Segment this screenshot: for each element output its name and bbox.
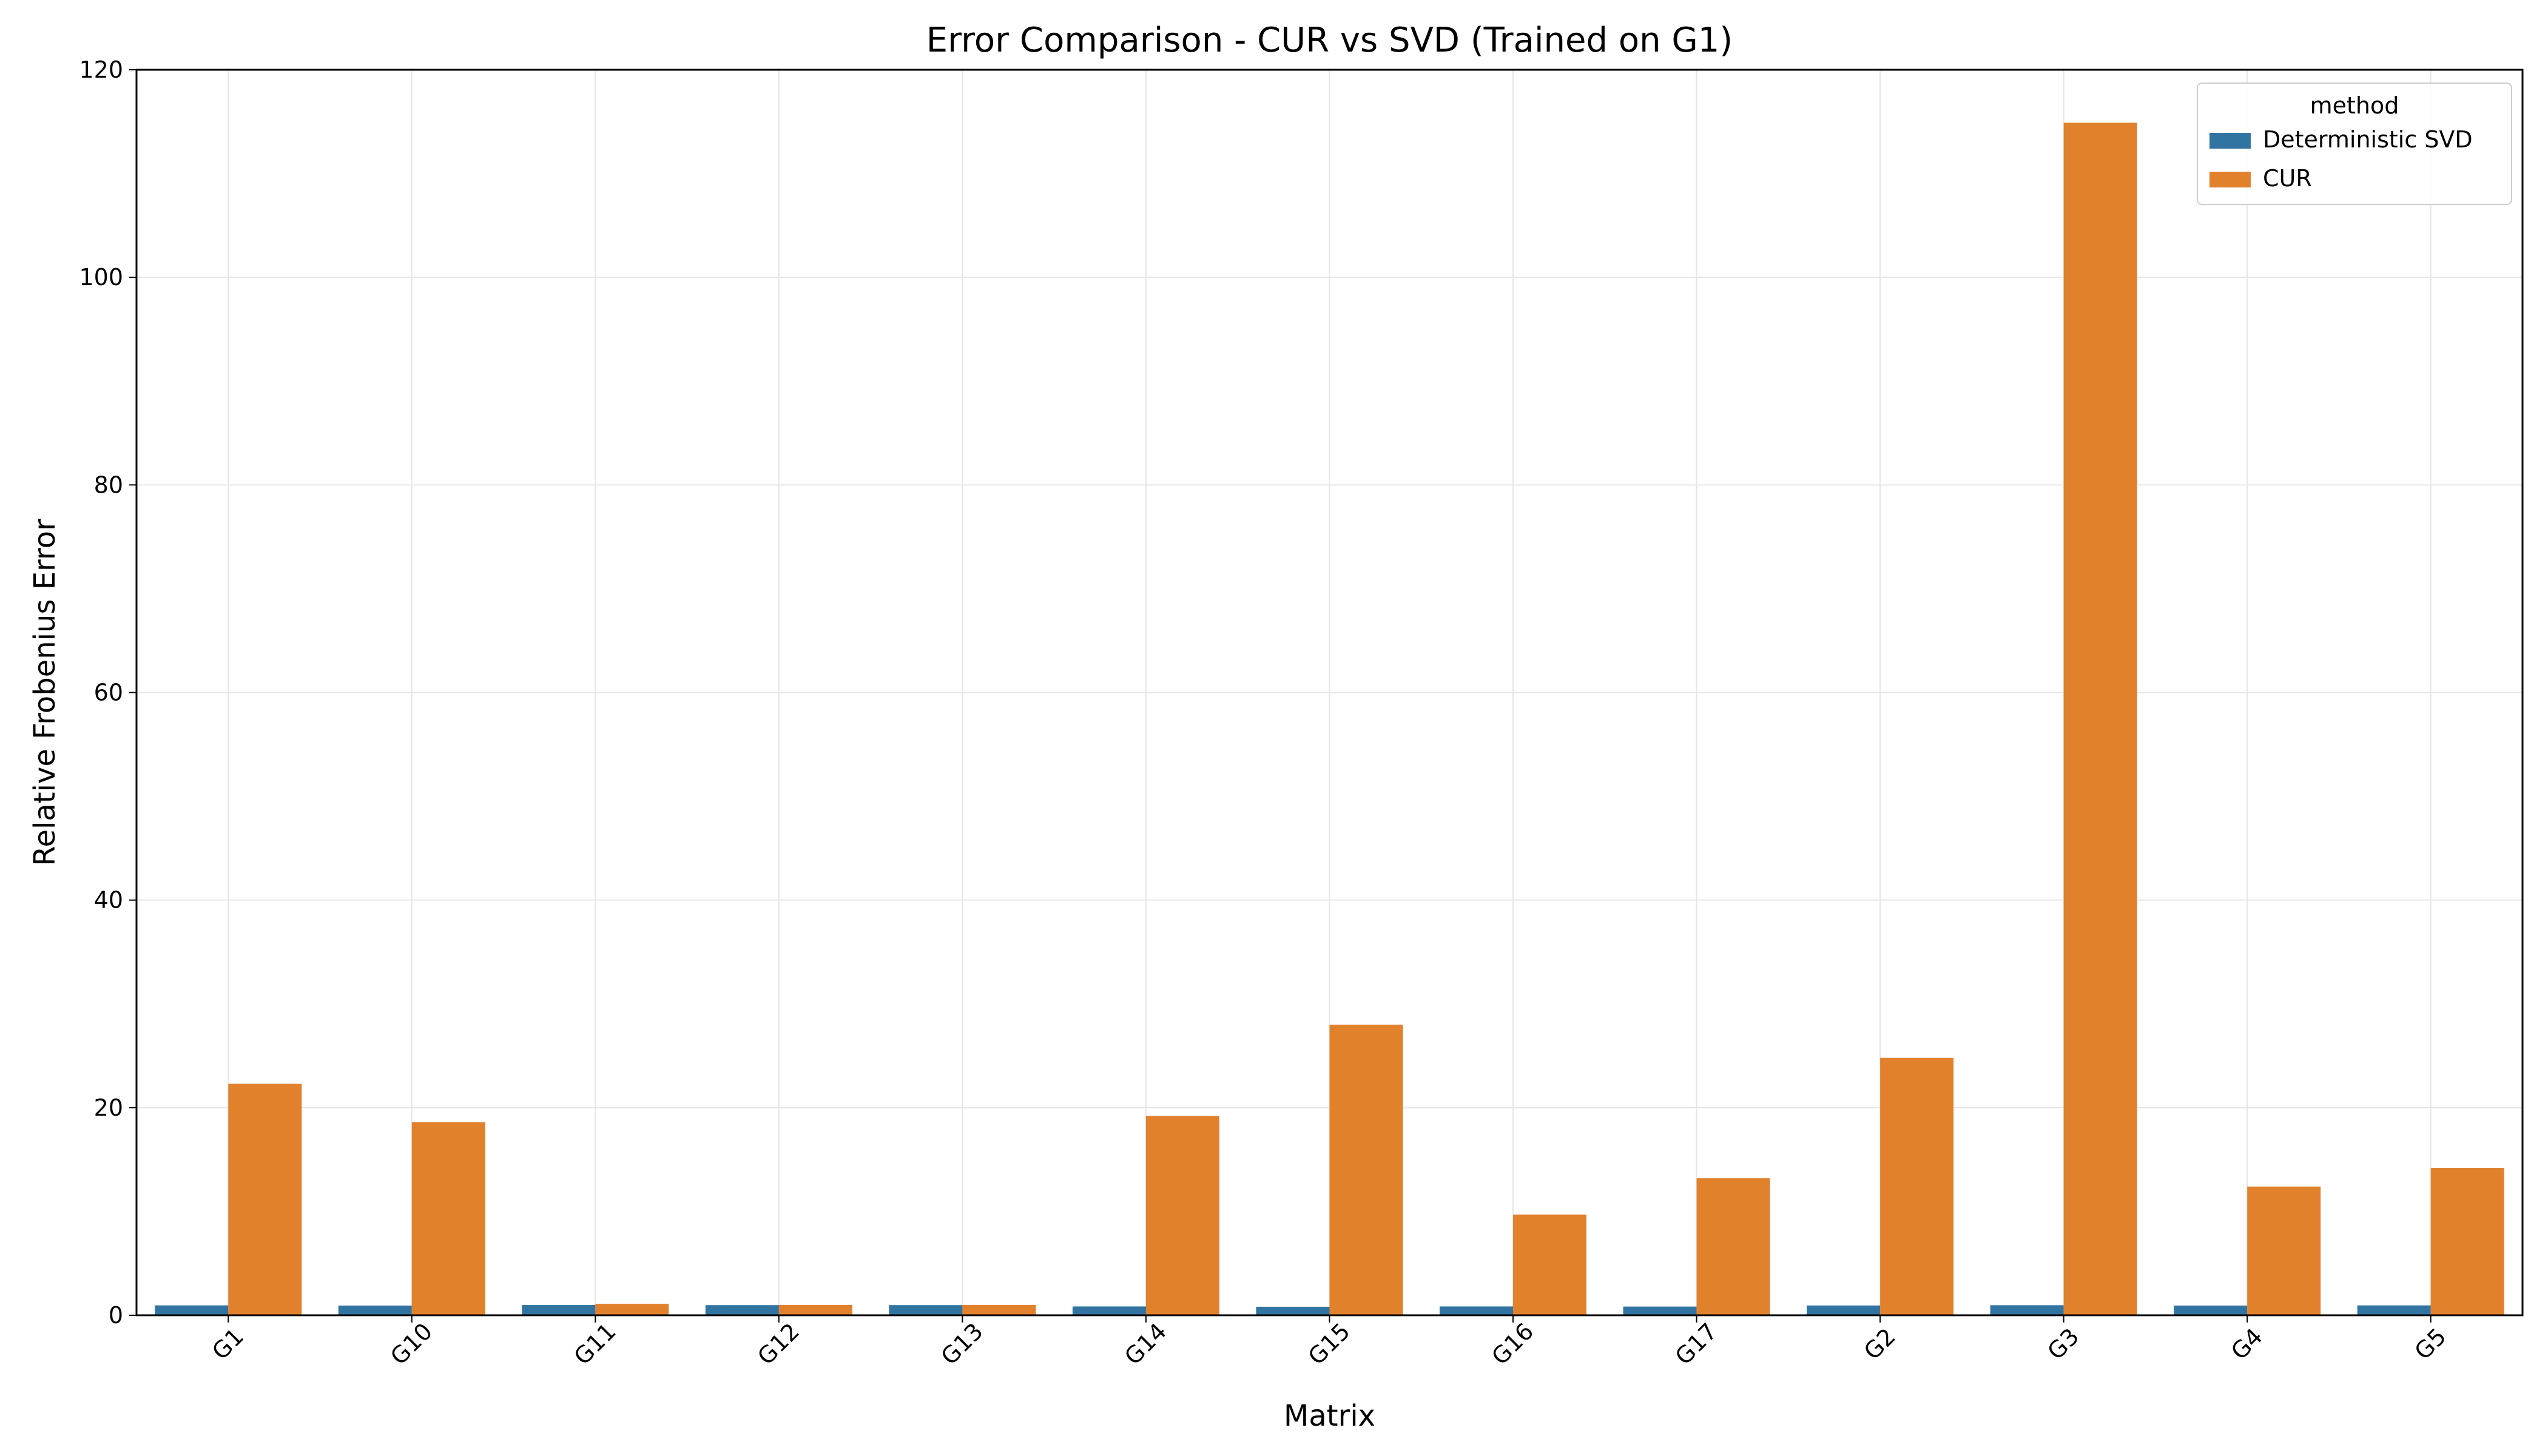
- legend-swatch: [2209, 172, 2251, 187]
- x-tick-label: G3: [2042, 1323, 2084, 1365]
- bar-deterministic-svd-g17: [1623, 1306, 1697, 1315]
- bar-deterministic-svd-g1: [155, 1305, 229, 1315]
- x-tick-label: G2: [1859, 1323, 1901, 1365]
- bar-cur-g10: [411, 1122, 485, 1315]
- legend-swatch: [2209, 133, 2251, 149]
- x-tick-label: G17: [1670, 1318, 1722, 1370]
- x-tick-label: G15: [1303, 1318, 1355, 1370]
- y-tick-label: 60: [94, 679, 123, 706]
- y-tick-label: 0: [109, 1302, 123, 1329]
- bar-cur-g17: [1696, 1178, 1770, 1315]
- bar-cur-g11: [595, 1304, 669, 1315]
- x-tick-label: G5: [2410, 1323, 2452, 1365]
- bar-deterministic-svd-g3: [1990, 1305, 2064, 1315]
- x-tick-label: G14: [1119, 1318, 1171, 1370]
- legend-label: CUR: [2263, 165, 2312, 192]
- bar-deterministic-svd-g12: [705, 1305, 779, 1315]
- legend-items: Deterministic SVD CUR: [2209, 126, 2473, 192]
- x-tick-label: G4: [2226, 1323, 2268, 1365]
- bar-cur-g3: [2063, 123, 2137, 1316]
- bar-cur-g2: [1880, 1057, 1954, 1315]
- bar-deterministic-svd-g11: [522, 1305, 596, 1315]
- bar-deterministic-svd-g14: [1072, 1306, 1146, 1315]
- x-tick-label: G11: [569, 1318, 621, 1370]
- x-tick-label: G12: [752, 1318, 804, 1370]
- y-tick-label: 120: [79, 56, 123, 83]
- x-axis-ticks: G1 G10 G11 G12 G13 G14 G15 G16 G17 G2 G3 G4 G5: [207, 1315, 2452, 1370]
- y-axis-title: Relative Frobenius Error: [28, 519, 62, 866]
- x-tick-label: G16: [1486, 1318, 1539, 1370]
- bar-deterministic-svd-g13: [889, 1305, 963, 1315]
- legend-title: method: [2310, 92, 2399, 119]
- y-tick-label: 100: [79, 264, 123, 291]
- x-tick-label: G1: [207, 1323, 249, 1365]
- bar-cur-g13: [962, 1304, 1036, 1315]
- bar-deterministic-svd-g10: [338, 1306, 412, 1315]
- x-tick-label: G13: [936, 1318, 988, 1370]
- bar-cur-g14: [1145, 1116, 1219, 1315]
- bar-cur-g4: [2247, 1186, 2321, 1315]
- y-tick-label: 80: [94, 471, 123, 498]
- legend: method Deterministic SVD CUR: [2197, 83, 2512, 205]
- x-tick-label: G10: [385, 1318, 437, 1370]
- x-axis-title: Matrix: [1284, 1399, 1375, 1433]
- bar-deterministic-svd-g4: [2174, 1306, 2248, 1315]
- bar-cur-g1: [228, 1084, 302, 1315]
- bar-cur-g15: [1329, 1024, 1403, 1315]
- bar-deterministic-svd-g2: [1807, 1305, 1881, 1315]
- bar-deterministic-svd-g15: [1256, 1306, 1330, 1315]
- y-axis-ticks: 0 20 40 60 80 100 120: [79, 56, 136, 1329]
- legend-label: Deterministic SVD: [2263, 126, 2473, 153]
- bar-cur-g5: [2430, 1168, 2504, 1315]
- bar-deterministic-svd-g16: [1440, 1306, 1514, 1315]
- bar-cur-g16: [1513, 1215, 1587, 1315]
- chart-title: Error Comparison - CUR vs SVD (Trained o…: [926, 21, 1733, 60]
- legend-box: [2197, 83, 2512, 205]
- bar-deterministic-svd-g5: [2357, 1305, 2431, 1315]
- bars: [155, 123, 2504, 1316]
- bar-cur-g12: [778, 1304, 852, 1315]
- y-tick-label: 20: [94, 1094, 123, 1121]
- y-tick-label: 40: [94, 887, 123, 914]
